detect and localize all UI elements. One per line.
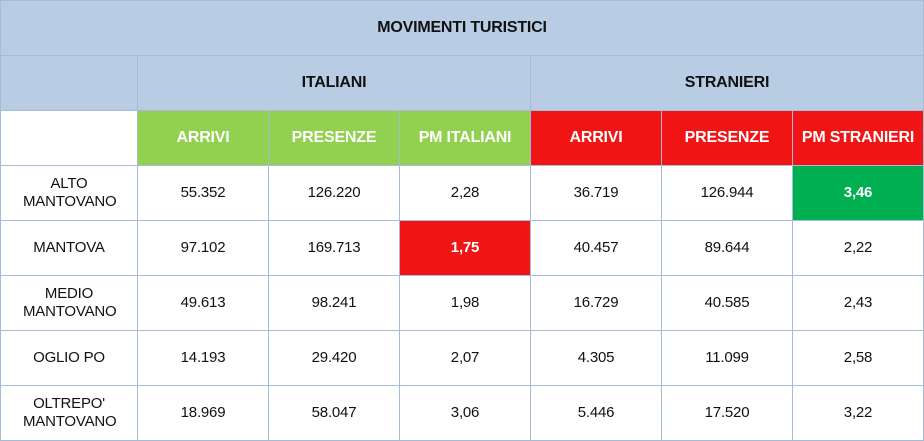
data-cell: 2,28: [399, 165, 531, 221]
empty-cell: [0, 55, 138, 111]
table-row: MANTOVA 97.102 169.713 1,75 40.457 89.644 2,22: [0, 220, 924, 276]
data-cell: 3,22: [791, 385, 924, 441]
table-row: OGLIO PO 14.193 29.420 2,07 4.305 11.099 2,58: [0, 330, 924, 386]
data-cell: 89.644: [661, 220, 793, 276]
row-label: ALTO MANTOVANO: [0, 165, 138, 221]
table-title: MOVIMENTI TURISTICI: [0, 0, 924, 56]
column-header: ARRIVI: [530, 110, 662, 166]
data-cell: 2,43: [791, 275, 924, 331]
data-cell: 3,06: [399, 385, 531, 441]
data-cell: 14.193: [137, 330, 269, 386]
data-cell: 40.585: [661, 275, 793, 331]
data-cell: 36.719: [530, 165, 662, 221]
group-header: ITALIANI: [137, 55, 531, 111]
row-label: MANTOVA: [0, 220, 138, 276]
data-cell: 4.305: [530, 330, 662, 386]
row-label: OGLIO PO: [0, 330, 138, 386]
column-header: ARRIVI: [137, 110, 269, 166]
row-label: MEDIO MANTOVANO: [0, 275, 138, 331]
data-cell: 126.944: [661, 165, 793, 221]
empty-cell: [0, 110, 138, 166]
column-header: PM ITALIANI: [399, 110, 531, 166]
data-cell: 40.457: [530, 220, 662, 276]
data-cell: 17.520: [661, 385, 793, 441]
data-cell: 97.102: [137, 220, 269, 276]
table-row: OLTREPO' MANTOVANO 18.969 58.047 3,06 5.446 1…: [0, 385, 924, 441]
data-cell: 169.713: [268, 220, 400, 276]
table-row: ALTO MANTOVANO 55.352 126.220 2,28 36.719 126…: [0, 165, 924, 221]
data-cell: 98.241: [268, 275, 400, 331]
data-cell: 58.047: [268, 385, 400, 441]
data-cell: 2,07: [399, 330, 531, 386]
data-cell: 11.099: [661, 330, 793, 386]
column-header: PM STRANIERI: [791, 110, 924, 166]
data-cell: 3,46: [791, 165, 924, 221]
data-cell: 18.969: [137, 385, 269, 441]
data-cell: 126.220: [268, 165, 400, 221]
data-cell: 2,58: [791, 330, 924, 386]
row-label: OLTREPO' MANTOVANO: [0, 385, 138, 441]
data-cell: 16.729: [530, 275, 662, 331]
table-row: MEDIO MANTOVANO 49.613 98.241 1,98 16.729 40.…: [0, 275, 924, 331]
data-cell: 2,22: [791, 220, 924, 276]
group-header: STRANIERI: [529, 55, 924, 111]
data-cell: 1,98: [399, 275, 531, 331]
data-cell: 29.420: [268, 330, 400, 386]
data-cell: 5.446: [530, 385, 662, 441]
data-cell: 1,75: [399, 220, 531, 276]
column-header: PRESENZE: [661, 110, 793, 166]
data-cell: 55.352: [137, 165, 269, 221]
column-header: PRESENZE: [268, 110, 400, 166]
data-cell: 49.613: [137, 275, 269, 331]
